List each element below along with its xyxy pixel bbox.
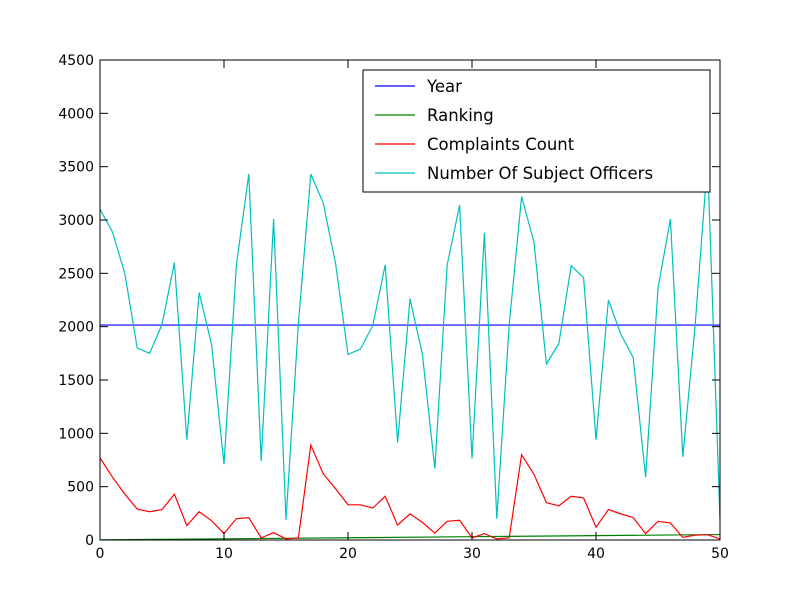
legend-box (362, 69, 711, 193)
y-tick-label: 4500 (58, 53, 94, 69)
legend-label-complaints-count: Complaints Count (427, 135, 575, 154)
series-line-number-of-subject-officers (99, 160, 721, 520)
legend-label-number-of-subject-officers: Number Of Subject Officers (427, 164, 653, 183)
y-tick-label: 3500 (58, 160, 94, 176)
y-tick-label: 3000 (58, 213, 94, 229)
y-tick-label: 2500 (58, 266, 94, 282)
y-tick-label: 2000 (58, 320, 94, 336)
x-tick-label: 0 (96, 546, 105, 562)
y-tick-label: 4000 (58, 106, 94, 122)
x-tick-label: 40 (587, 546, 605, 562)
x-tick-label: 10 (215, 546, 233, 562)
x-tick-label: 30 (463, 546, 481, 562)
x-tick-label: 50 (711, 546, 729, 562)
y-tick-label: 0 (85, 533, 94, 549)
x-tick-label: 20 (339, 546, 357, 562)
series-layer (99, 160, 721, 541)
legend-label-year: Year (426, 77, 462, 96)
legend-label-ranking: Ranking (427, 106, 494, 125)
y-tick-label: 1500 (58, 373, 94, 389)
ticks-layer: 0 10 20 30 40 5005001000150020002500300035004… (58, 53, 729, 562)
plot-frame (99, 59, 721, 541)
y-tick-label: 500 (67, 480, 94, 496)
legend: Year Ranking Complaints Count Number Of Sub… (362, 69, 711, 193)
series-line-complaints-count (99, 442, 721, 540)
series-line-ranking (99, 533, 721, 541)
y-tick-label: 1000 (58, 426, 94, 442)
